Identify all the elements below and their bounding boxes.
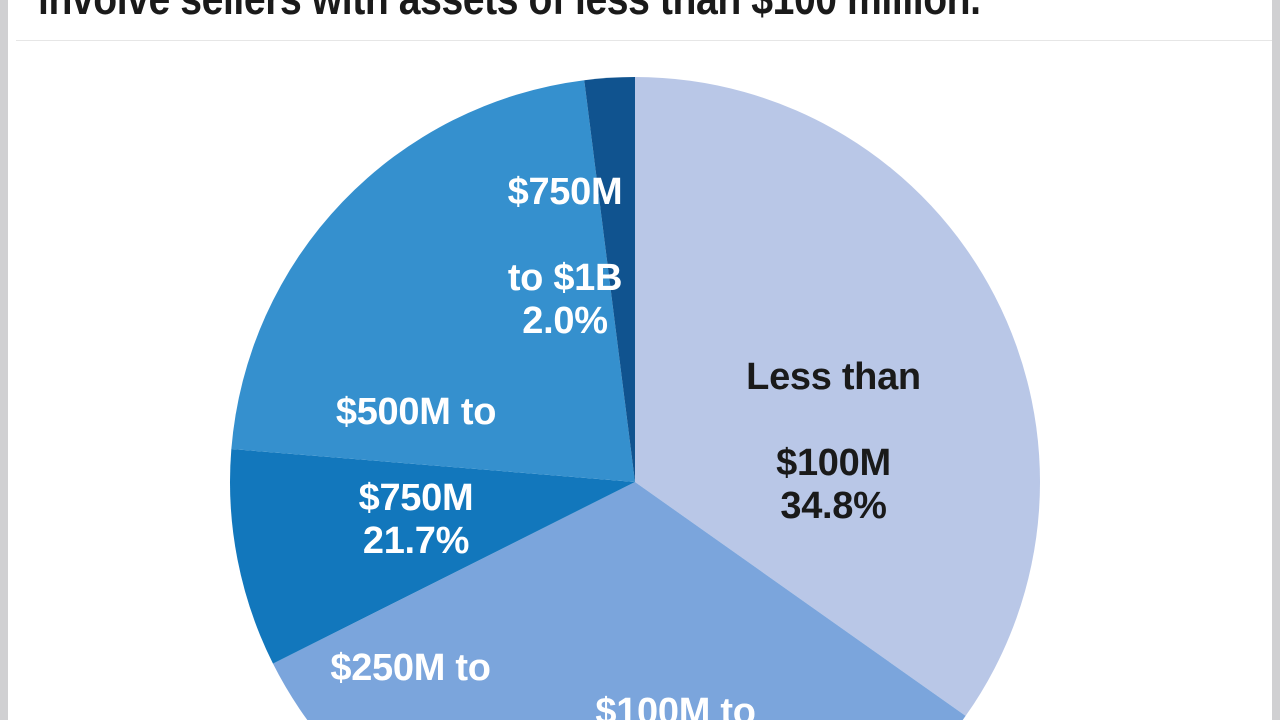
- pie-chart: Less than $100M 34.8% $100M to $250M $25…: [8, 0, 1272, 720]
- pie-chart-svg: [229, 77, 1041, 720]
- pie-slice: [272, 482, 966, 720]
- chart-headline: involve sellers with assets of less than…: [38, 0, 1082, 23]
- page-left-edge-bar: [0, 0, 8, 720]
- pie-slice-group: [229, 77, 1041, 720]
- page-content: involve sellers with assets of less than…: [8, 0, 1272, 720]
- pie-slice: [584, 77, 635, 482]
- pie-slice: [231, 80, 635, 482]
- page-right-edge-bar: [1272, 0, 1280, 720]
- pie-slice: [635, 77, 1041, 716]
- pie-slice: [229, 448, 636, 664]
- headline-divider: [16, 40, 1272, 41]
